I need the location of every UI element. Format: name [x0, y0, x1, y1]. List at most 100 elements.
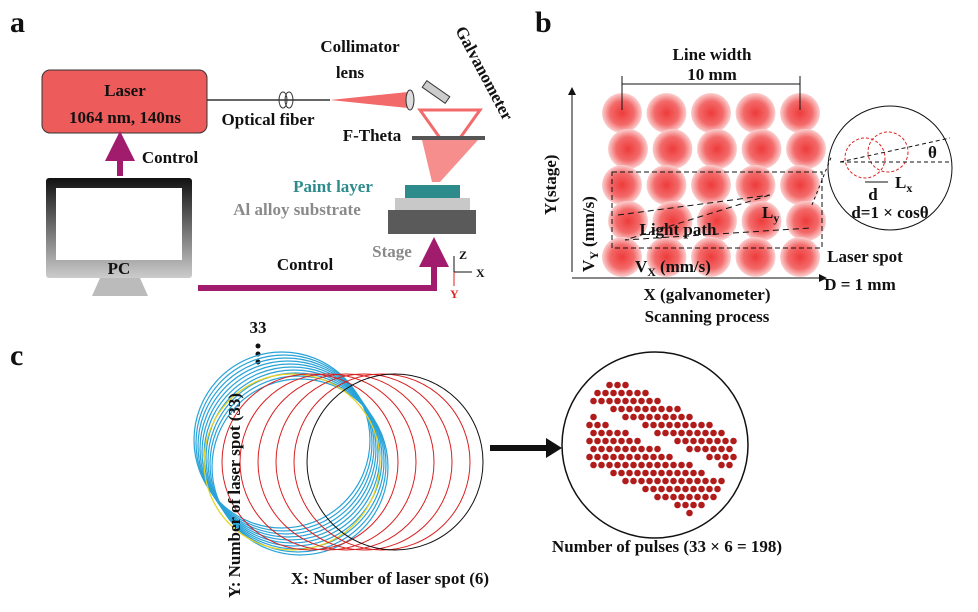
pulse [714, 438, 721, 445]
pulse [666, 406, 673, 413]
unit: (mm/s) [660, 257, 711, 276]
pulse [606, 430, 613, 437]
pulse [642, 406, 649, 413]
pulse [590, 446, 597, 453]
substrate [395, 198, 470, 210]
pulse [622, 382, 629, 389]
pulse [638, 414, 645, 421]
l: L [895, 173, 906, 192]
pulse [598, 430, 605, 437]
pulse [634, 470, 641, 477]
pulse [638, 478, 645, 485]
f-theta-label: F-Theta [343, 126, 402, 145]
pulse [678, 478, 685, 485]
pulse [614, 446, 621, 453]
pulse [590, 430, 597, 437]
pulse [714, 486, 721, 493]
pulse [686, 478, 693, 485]
pulse [622, 462, 629, 469]
pulse [646, 478, 653, 485]
pulse [650, 422, 657, 429]
spot-size-label: D = 1 mm [824, 275, 896, 294]
pulse [654, 462, 661, 469]
v: V [579, 259, 598, 272]
laser-spot [786, 201, 826, 241]
pulse [642, 486, 649, 493]
pulse [630, 446, 637, 453]
panel-label: c [10, 339, 23, 372]
figure: a Laser 1064 nm, 140ns Optical fiber Col… [0, 0, 978, 612]
pulse [718, 446, 725, 453]
pulse [618, 438, 625, 445]
stage-label: Stage [372, 242, 412, 261]
pulse [622, 446, 629, 453]
pulse [686, 494, 693, 501]
ring [258, 374, 434, 550]
pulse [638, 462, 645, 469]
pulse [670, 494, 677, 501]
pc-label: PC [108, 259, 131, 278]
pulse [642, 470, 649, 477]
vy-label: VY(mm/s) [579, 196, 601, 272]
pulse [626, 438, 633, 445]
v: V [635, 257, 648, 276]
panel-label: a [10, 6, 25, 39]
pulse [606, 446, 613, 453]
pulse [594, 390, 601, 397]
pulse [586, 454, 593, 461]
pulse [706, 422, 713, 429]
ring [276, 374, 452, 550]
laser-spot [742, 129, 782, 169]
laser-spot [736, 237, 776, 277]
count-label: 33 [250, 318, 267, 337]
pulse [690, 438, 697, 445]
pulse [646, 398, 653, 405]
pulse [698, 438, 705, 445]
pulse [614, 462, 621, 469]
laser-spot [697, 129, 737, 169]
laser-spot [653, 129, 693, 169]
pulse [682, 486, 689, 493]
pulse [626, 470, 633, 477]
pulse [686, 446, 693, 453]
unit: (mm/s) [579, 196, 598, 247]
laser-spot [691, 93, 731, 133]
lens [406, 90, 414, 110]
pulse [630, 414, 637, 421]
pulse [670, 430, 677, 437]
pulse [702, 446, 709, 453]
dot [256, 344, 261, 349]
mirror [422, 81, 450, 104]
pulse [642, 454, 649, 461]
light-path-label: Light path [640, 220, 718, 239]
pulse [606, 382, 613, 389]
line-width-value: 10 mm [687, 65, 737, 84]
pulse [654, 446, 661, 453]
pulse [730, 454, 737, 461]
pulse [654, 398, 661, 405]
pulse [662, 478, 669, 485]
laser-spot [602, 165, 642, 205]
pulse [706, 486, 713, 493]
pulse [686, 510, 693, 517]
pulse [622, 478, 629, 485]
pulse [634, 438, 641, 445]
pulse [602, 438, 609, 445]
panel-label: b [535, 6, 552, 39]
pulse [690, 486, 697, 493]
beam [330, 92, 408, 108]
pulse [682, 422, 689, 429]
line-width-label: Line width [673, 45, 752, 64]
pulse [686, 414, 693, 421]
pulse [614, 430, 621, 437]
result-arrowhead [546, 438, 562, 458]
pulse [686, 430, 693, 437]
pulse [678, 462, 685, 469]
pulse [702, 494, 709, 501]
pulse [674, 438, 681, 445]
pulse [606, 398, 613, 405]
x-axis-label: X (galvanometer) [644, 285, 771, 304]
control-label: Control [277, 255, 334, 274]
laser-spot [786, 129, 826, 169]
pulse [614, 382, 621, 389]
